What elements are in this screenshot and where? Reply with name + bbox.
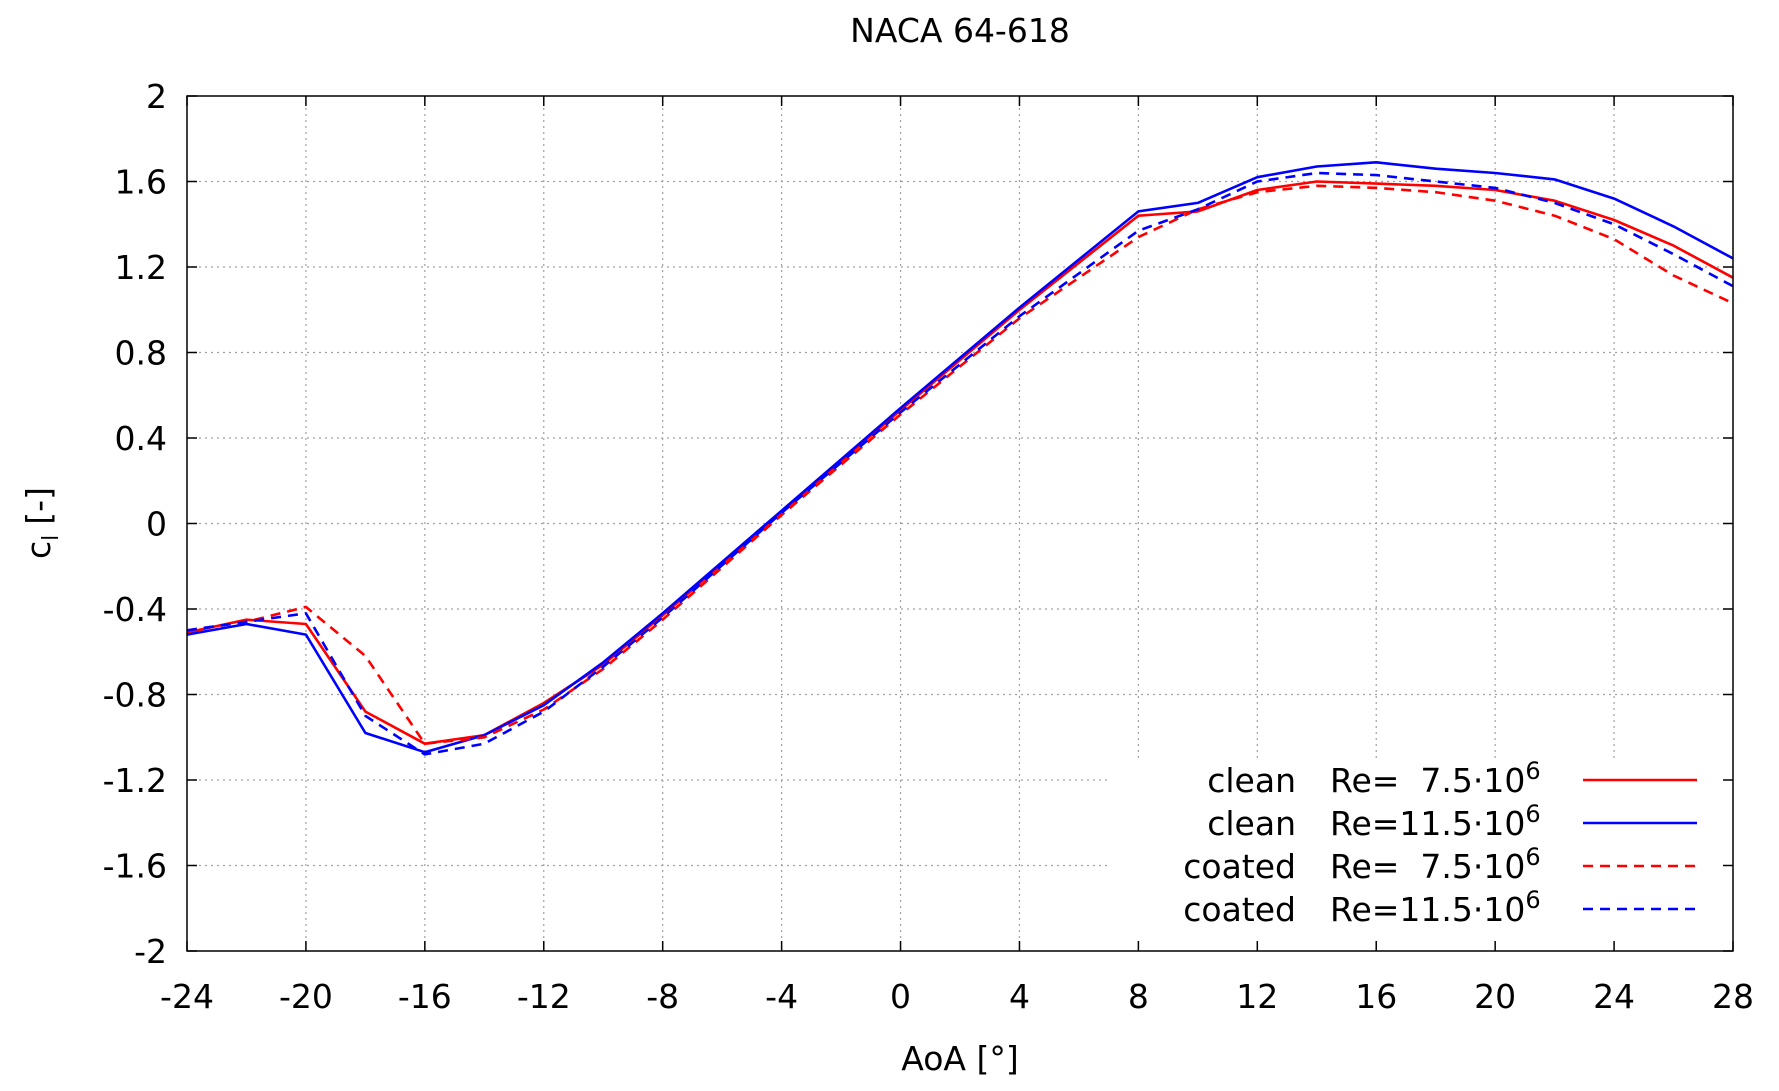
y-axis-label-main: c: [19, 541, 58, 559]
y-tick-label: 1.6: [115, 163, 167, 202]
series-line-2: [186, 161, 1734, 754]
y-tick-label: -1.6: [103, 847, 167, 886]
x-tick-label: 12: [1236, 977, 1278, 1016]
grid-layer: [187, 96, 1733, 951]
legend-re-base: Re=11.5·10: [1330, 804, 1525, 843]
legend-re-exponent: 6: [1525, 757, 1540, 785]
series-line-3: [186, 184, 1734, 746]
y-tick-label: 0: [146, 505, 167, 544]
series-layer: [186, 161, 1734, 756]
legend-re-3: Re= 7.5·106: [1330, 843, 1541, 886]
legend-re-exponent: 6: [1525, 800, 1540, 828]
x-tick-label: 24: [1593, 977, 1635, 1016]
legend-condition-3: coated: [1183, 847, 1296, 886]
y-axis-label: cl [-]: [19, 487, 64, 559]
x-tick-label: -20: [279, 977, 333, 1016]
legend-re-exponent: 6: [1525, 886, 1540, 914]
tick-layer: -24 -20 -16 -12 -8 -4 0 4 8 12 16 20 24 2821.61.20.80…: [103, 77, 1754, 1016]
legend-re-exponent: 6: [1525, 843, 1540, 871]
legend-condition-4: coated: [1183, 890, 1296, 929]
series-line-4: [186, 171, 1734, 756]
y-axis-label-unit: [-]: [19, 487, 58, 525]
y-tick-label: -0.8: [103, 676, 167, 715]
y-tick-label: -0.4: [103, 590, 167, 629]
series-line-1: [186, 180, 1734, 746]
x-axis-label: AoA [°]: [901, 1039, 1019, 1078]
x-tick-label: 4: [1009, 977, 1030, 1016]
y-tick-label: -1.2: [103, 761, 167, 800]
chart-title: NACA 64-618: [850, 11, 1070, 50]
y-axis-label-sub: l: [39, 535, 64, 541]
legend-re-base: Re= 7.5·10: [1330, 847, 1525, 886]
x-tick-label: -24: [160, 977, 214, 1016]
x-tick-label: 16: [1355, 977, 1397, 1016]
x-tick-label: -16: [398, 977, 452, 1016]
plot-frame: [186, 95, 1734, 952]
legend-re-2: Re=11.5·106: [1330, 800, 1541, 843]
x-tick-label: 20: [1474, 977, 1516, 1016]
legend-condition-2: clean: [1207, 804, 1296, 843]
legend-re-4: Re=11.5·106: [1330, 886, 1541, 929]
legend-re-base: Re= 7.5·10: [1330, 761, 1525, 800]
x-tick-label: -4: [765, 977, 798, 1016]
y-tick-label: 2: [146, 77, 167, 116]
x-tick-label: 0: [890, 977, 911, 1016]
x-tick-label: 28: [1712, 977, 1754, 1016]
y-tick-label: 0.8: [115, 334, 167, 373]
y-tick-label: -2: [134, 932, 167, 971]
y-tick-label: 1.2: [115, 248, 167, 287]
legend-condition-1: clean: [1207, 761, 1296, 800]
x-tick-label: -12: [517, 977, 571, 1016]
x-tick-label: -8: [646, 977, 679, 1016]
legend-re-base: Re=11.5·10: [1330, 890, 1525, 929]
legend-re-1: Re= 7.5·106: [1330, 757, 1541, 800]
y-tick-label: 0.4: [115, 419, 167, 458]
x-tick-label: 8: [1128, 977, 1149, 1016]
